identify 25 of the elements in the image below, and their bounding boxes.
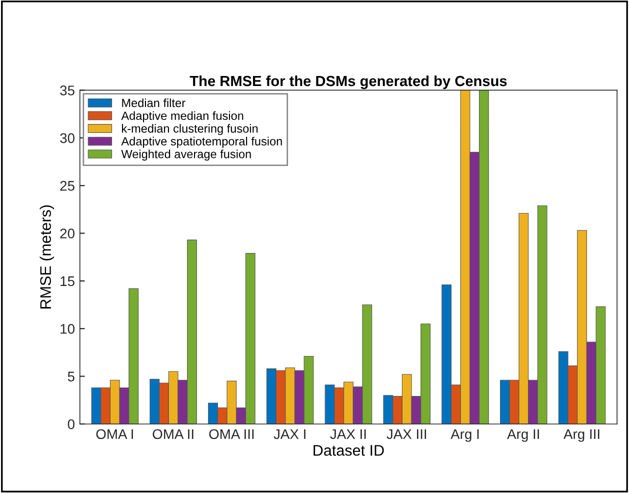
y-tick-label: 20 [60, 228, 74, 238]
x-tick-label: Arg III [564, 429, 600, 442]
y-tick-label: 10 [60, 324, 74, 334]
y-tick-label: 25 [60, 180, 74, 191]
legend-label: Adaptive median fusion [121, 111, 244, 122]
y-tick-label: 35 [60, 86, 74, 96]
legend-label: Adaptive spatiotemporal fusion [121, 136, 282, 148]
legend-label: Weighted average fusion [121, 150, 251, 161]
x-tick-label: OMA III [209, 429, 254, 440]
chart-title: The RMSE for the DSMs generated by Census [190, 75, 507, 90]
x-tick-label: OMA I [96, 429, 133, 440]
y-tick-label: 0 [68, 419, 74, 430]
y-tick-label: 30 [60, 133, 74, 144]
y-tick-label: 15 [60, 276, 74, 286]
y-axis-title: RMSE (meters) [40, 205, 54, 308]
x-tick-label: Arg I [450, 429, 479, 442]
x-axis-title: Dataset ID [314, 445, 384, 456]
x-tick-label: JAX II [330, 429, 366, 440]
x-tick-label: OMA II [152, 429, 194, 440]
legend-label: Median filter [122, 98, 186, 108]
x-tick-label: Arg II [507, 429, 539, 442]
x-tick-label: JAX I [274, 429, 306, 440]
x-tick-label: JAX III [386, 429, 426, 440]
y-tick-label: 5 [68, 372, 74, 382]
legend-label: k-median clustering fusoin [122, 124, 258, 136]
